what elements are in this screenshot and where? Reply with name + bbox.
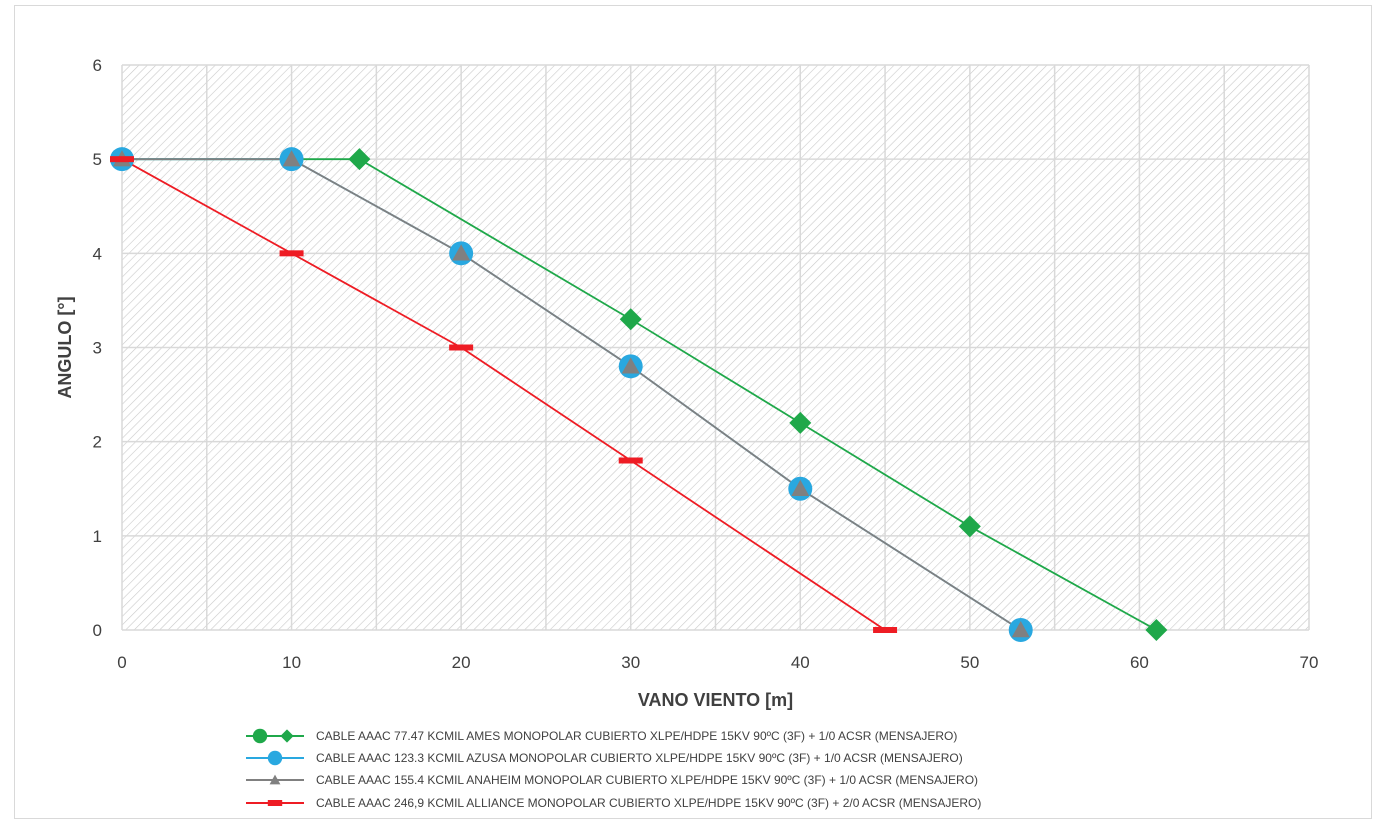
marker-dash (873, 627, 898, 633)
marker-diamond (958, 515, 981, 538)
marker-diamond (348, 148, 371, 171)
series-line-3 (122, 158, 1022, 631)
legend-entry-label: CABLE AAAC 123.3 KCMIL AZUSA MONOPOLAR C… (316, 751, 963, 765)
series-markers (110, 147, 1168, 642)
marker-circle (252, 728, 268, 744)
legend-entry-label: CABLE AAAC 77.47 KCMIL AMES MONOPOLAR CU… (316, 729, 957, 743)
marker-triangle (1011, 621, 1030, 638)
x-tick-label: 20 (452, 653, 471, 672)
marker-triangle (269, 774, 281, 785)
y-tick-label: 4 (93, 244, 102, 263)
x-tick-label: 60 (1130, 653, 1149, 672)
marker-triangle (282, 150, 301, 167)
x-tick-label: 40 (791, 653, 810, 672)
marker-dash (449, 344, 474, 351)
marker-dash (267, 800, 283, 806)
y-tick-label: 5 (93, 150, 102, 169)
x-tick-label: 70 (1300, 653, 1319, 672)
y-tick-label: 1 (93, 527, 102, 546)
marker-triangle (621, 357, 640, 374)
marker-diamond (789, 411, 812, 434)
marker-triangle (452, 244, 471, 261)
marker-triangle (791, 479, 810, 496)
x-tick-label: 30 (621, 653, 640, 672)
marker-circle (267, 750, 283, 766)
x-tick-label: 0 (117, 653, 126, 672)
legend-entry-label: CABLE AAAC 246,9 KCMIL ALLIANCE MONOPOLA… (316, 796, 981, 810)
x-tick-label: 50 (960, 653, 979, 672)
y-tick-label: 2 (93, 433, 102, 452)
marker-diamond (1145, 619, 1168, 641)
x-axis-title: VANO VIENTO [m] (638, 690, 793, 710)
y-tick-label: 6 (93, 56, 102, 75)
y-axis-title: ANGULO [°] (55, 296, 75, 398)
marker-diamond (280, 729, 294, 743)
y-tick-label: 0 (93, 621, 102, 640)
y-tick-label: 3 (93, 339, 102, 358)
x-tick-label: 10 (282, 653, 301, 672)
legend: CABLE AAAC 77.47 KCMIL AMES MONOPOLAR CU… (246, 728, 981, 810)
marker-dash (279, 250, 304, 257)
legend-entry-label: CABLE AAAC 155.4 KCMIL ANAHEIM MONOPOLAR… (316, 773, 978, 787)
marker-dash (618, 457, 643, 464)
marker-dash (110, 156, 134, 163)
marker-diamond (619, 308, 642, 331)
